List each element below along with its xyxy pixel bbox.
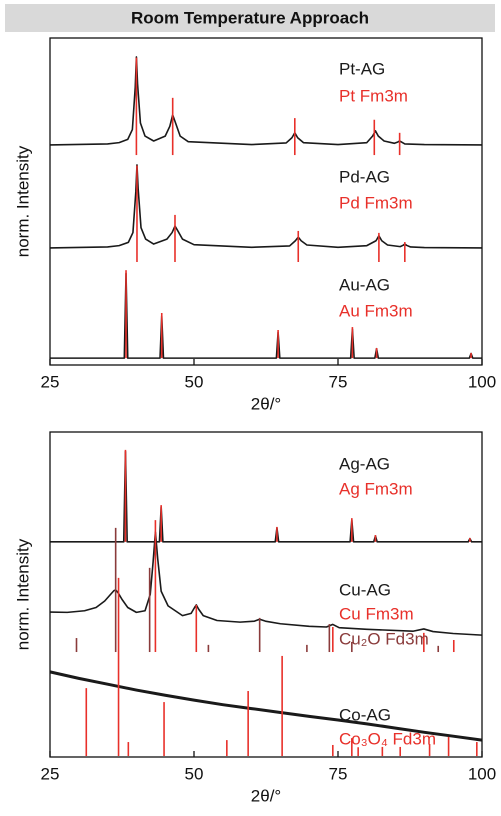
- x-tick-label: 50: [185, 764, 204, 783]
- plot-frame: [49, 431, 483, 758]
- x-tick-label: 50: [185, 372, 204, 391]
- x-tick-label: 25: [41, 372, 60, 391]
- pattern-line: [50, 450, 482, 543]
- series-label: Au-AG: [339, 275, 390, 294]
- x-tick-label: 100: [468, 764, 496, 783]
- series-label: Cu-AG: [339, 580, 391, 599]
- series-label: Cu Fm3m: [339, 604, 414, 623]
- series-label: Co₃O₄ Fd3m: [339, 729, 436, 748]
- x-tick-label: 100: [468, 372, 496, 391]
- pattern-line: [49, 670, 483, 742]
- series-label: Pt Fm3m: [339, 86, 408, 105]
- series-label: Au Fm3m: [339, 301, 413, 320]
- pattern-line: [49, 56, 483, 146]
- pattern-line: [49, 531, 483, 636]
- pattern-line: [49, 164, 483, 249]
- header-title: Room Temperature Approach: [131, 8, 369, 27]
- series-label: Ag Fm3m: [339, 479, 413, 498]
- y-axis-label: norm. Intensity: [13, 145, 32, 257]
- plot-frame: [49, 37, 483, 366]
- series-label: Pd-AG: [339, 167, 390, 186]
- x-tick-label: 25: [41, 764, 60, 783]
- series-label: Ag-AG: [339, 454, 390, 473]
- series-label: Cu₂O Fd3m: [339, 629, 429, 648]
- x-axis-label: 2θ/°: [251, 394, 281, 413]
- series-label: Co-AG: [339, 705, 391, 724]
- y-axis-label: norm. Intensity: [13, 538, 32, 650]
- x-tick-label: 75: [329, 372, 348, 391]
- pattern-line: [50, 272, 482, 359]
- header-bar: [5, 4, 495, 32]
- series-label: Pd Fm3m: [339, 193, 413, 212]
- x-tick-label: 75: [329, 764, 348, 783]
- series-label: Pt-AG: [339, 59, 385, 78]
- x-axis-label: 2θ/°: [251, 786, 281, 805]
